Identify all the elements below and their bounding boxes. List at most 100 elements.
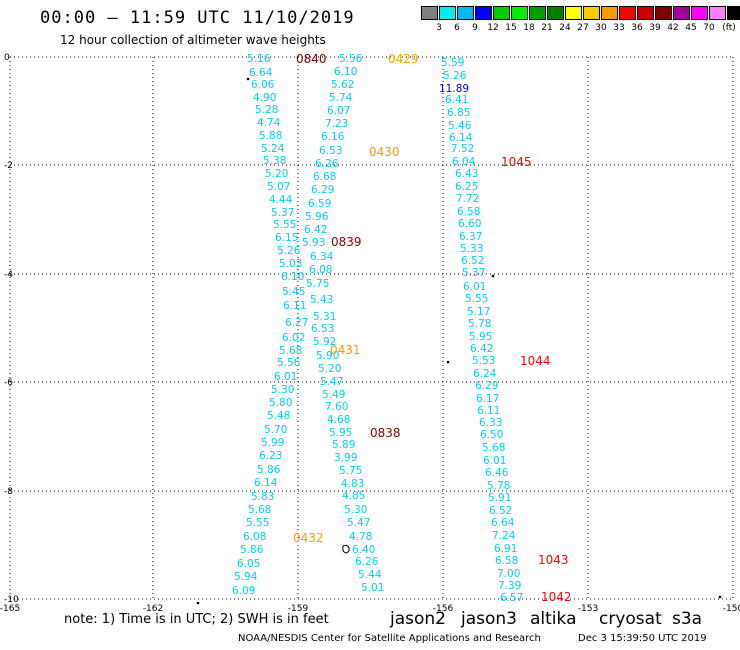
wave-height-value: 6.29	[475, 380, 498, 392]
wave-height-value: 4.44	[269, 194, 293, 206]
pass-time-label: 0431	[330, 343, 361, 357]
wave-height-value: 5.30	[344, 504, 367, 516]
wave-height-value: 6.09	[232, 585, 255, 597]
scale-swatch	[511, 6, 528, 20]
wave-height-value: 6.59	[308, 198, 331, 210]
scale-label: 18	[523, 23, 535, 33]
pass-time-label: 1042	[541, 590, 572, 604]
wave-height-value: 5.56	[277, 357, 301, 369]
x-axis-ticks: -165 -162 -159 -156 -153 -150	[0, 604, 740, 614]
wave-height-value: 6.52	[461, 255, 484, 267]
wave-height-value: 5.37	[462, 267, 485, 279]
wave-height-value: 5.91	[488, 492, 511, 504]
pass-time-label: 0430	[369, 145, 400, 159]
pass-time-label: 0838	[370, 426, 401, 440]
wave-height-value: 5.94	[234, 571, 258, 583]
wave-height-value: 4.83	[341, 478, 364, 490]
x-tick-label: -156	[433, 604, 454, 614]
pass-time-label: 1045	[501, 155, 532, 169]
wave-height-value: 6.26	[355, 556, 379, 568]
footer-credit: NOAA/NESDIS Center for Satellite Applica…	[238, 633, 541, 644]
scale-swatch	[619, 6, 636, 20]
satellite-tracks: 5.166.646.064.905.284.745.885.245.385.20…	[232, 53, 523, 604]
y-tick-label: 0	[4, 53, 10, 63]
wave-height-value: 5.75	[339, 465, 362, 477]
wave-height-value: 4.74	[257, 117, 281, 129]
wave-height-value: 5.43	[310, 294, 333, 306]
wave-height-value: 6.15	[275, 232, 298, 244]
map-subtitle: 12 hour collection of altimeter wave hei…	[60, 33, 326, 47]
scale-swatch	[493, 6, 510, 20]
wave-height-value: 5.16	[247, 53, 271, 65]
wave-height-value: 5.26	[277, 245, 301, 257]
pass-time-label: 1043	[538, 553, 569, 567]
map-title: 00:00 – 11:59 UTC 11/10/2019	[40, 8, 355, 28]
wave-height-value: 6.01	[483, 455, 506, 467]
satellite-legend-s3a: s3a	[672, 609, 703, 629]
scale-label: 9	[472, 23, 478, 33]
wave-height-value: 5.78	[487, 480, 510, 492]
wave-height-value: 5.62	[331, 79, 354, 91]
map-grid	[9, 56, 734, 600]
wave-height-value: 5.75	[306, 278, 329, 290]
scale-swatch	[673, 6, 690, 20]
wave-height-value: 5.24	[261, 143, 285, 155]
wave-height-value: 5.20	[318, 363, 341, 375]
wave-height-value: 5.55	[465, 293, 488, 305]
wave-height-value: 5.80	[269, 397, 292, 409]
y-tick-label: -6	[4, 378, 13, 388]
wave-height-value: 6.01	[274, 371, 297, 383]
wave-height-value: 6.02	[282, 332, 305, 344]
wave-height-value: 6.06	[251, 79, 275, 91]
pass-time-label: 0839	[331, 235, 362, 249]
scale-label: 70	[703, 23, 715, 33]
wave-height-value: 5.59	[441, 57, 464, 69]
wave-height-value: 6.01	[463, 281, 486, 293]
wave-height-value: 7.60	[325, 401, 348, 413]
wave-height-value: 6.53	[311, 323, 334, 335]
wave-height-value: 5.83	[251, 491, 274, 503]
wave-height-value: 5.55	[246, 517, 269, 529]
wave-height-value: 5.90	[316, 350, 339, 362]
wave-height-value: 6.04	[452, 156, 476, 168]
pass-time-labels: 0840 0429 0430 1045 0839 0431 1044 0838 0432 1043…	[293, 52, 572, 604]
wave-height-value: 4.78	[349, 531, 372, 543]
y-axis-ticks: 0 -2 -4 -6 -8 -10	[4, 53, 19, 605]
wave-height-value: 5.99	[261, 437, 284, 449]
wave-height-value: 6.16	[321, 131, 345, 143]
wave-height-value: 7.72	[456, 193, 479, 205]
wave-height-value: 6.24	[473, 368, 497, 380]
wave-height-value: 6.64	[491, 517, 515, 529]
island-mark	[446, 360, 450, 364]
wave-height-value: 6.37	[459, 231, 482, 243]
x-tick-label: -162	[143, 604, 163, 614]
wave-height-value: 6.08	[309, 264, 332, 276]
wave-height-value: 5.89	[332, 439, 355, 451]
wave-height-value: 5.26	[443, 70, 467, 82]
x-tick-label: -165	[0, 604, 20, 614]
scale-swatch	[583, 6, 600, 20]
wave-height-value: 5.68	[248, 504, 271, 516]
scale-label: 42	[667, 23, 679, 33]
wave-height-value: 4.85	[342, 490, 365, 502]
wave-height-value: 5.74	[329, 92, 353, 104]
wave-height-value: 5.46	[448, 120, 472, 132]
wave-height-value: 6.57	[500, 592, 523, 604]
wave-height-value: 6.27	[285, 317, 308, 329]
y-tick-label: -2	[4, 161, 13, 171]
wave-height-value: 6.23	[259, 450, 282, 462]
wave-height-value: 6.34	[310, 251, 334, 263]
wave-height-value: 6.68	[313, 171, 336, 183]
wave-height-value: 5.95	[329, 427, 352, 439]
island-mark	[491, 274, 495, 278]
wave-height-value: 11.89	[439, 83, 469, 95]
wave-height-value: 6.46	[485, 467, 509, 479]
wave-height-value: 7.39	[498, 580, 521, 592]
units-note: note: 1) Time is in UTC; 2) SWH is in fe…	[64, 612, 329, 627]
wave-height-value: 5.56	[339, 53, 363, 65]
wave-height-value: 6.10	[281, 271, 304, 283]
wave-height-value: 5.70	[264, 424, 287, 436]
island-mark	[246, 77, 250, 81]
wave-height-value: 7.52	[451, 143, 474, 155]
pass-time-label: 0432	[293, 531, 324, 545]
